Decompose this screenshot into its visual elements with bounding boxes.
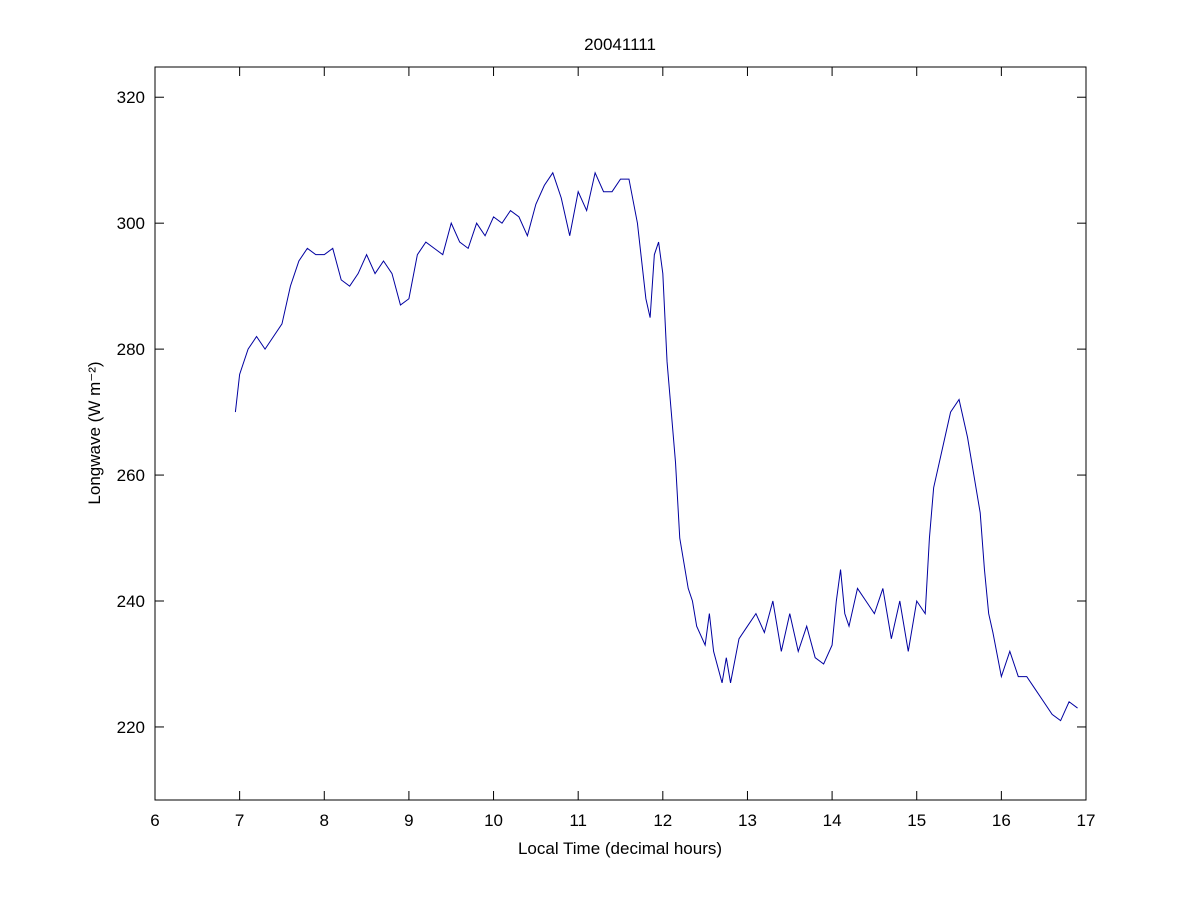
y-tick-label: 280 [117, 340, 145, 359]
y-tick-label: 240 [117, 592, 145, 611]
x-tick-label: 14 [823, 811, 842, 830]
x-tick-label: 13 [738, 811, 757, 830]
y-tick-label: 320 [117, 88, 145, 107]
x-axis-label: Local Time (decimal hours) [518, 839, 722, 858]
x-tick-label: 7 [235, 811, 244, 830]
y-tick-label: 260 [117, 466, 145, 485]
x-tick-label: 16 [992, 811, 1011, 830]
axes-box [154, 66, 1087, 801]
x-tick-label: 15 [907, 811, 926, 830]
x-tick-label: 17 [1077, 811, 1096, 830]
chart-title: 20041111 [584, 35, 656, 54]
y-tick-label: 300 [117, 214, 145, 233]
data-line [234, 171, 1078, 722]
x-tick-label: 8 [320, 811, 329, 830]
x-tick-label: 12 [653, 811, 672, 830]
x-tick-label: 11 [569, 811, 587, 830]
x-tick-label: 10 [484, 811, 503, 830]
y-tick-label: 220 [117, 718, 145, 737]
x-tick-label: 9 [404, 811, 413, 830]
x-tick-label: 6 [150, 811, 159, 830]
y-axis-label: Longwave (W m⁻²) [85, 361, 104, 504]
